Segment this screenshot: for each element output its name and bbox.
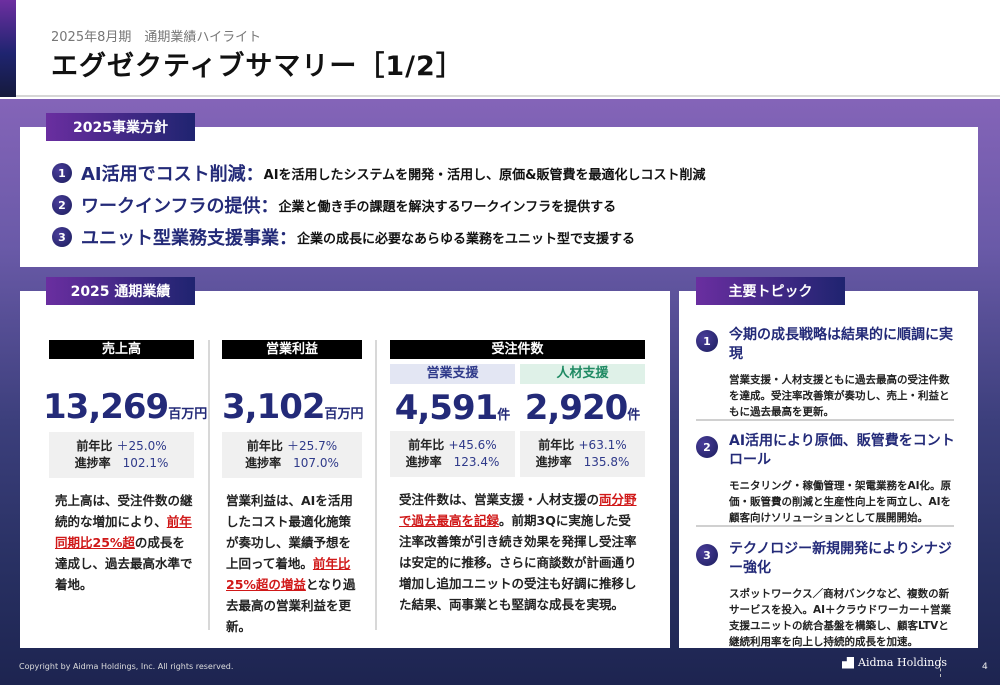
page-number: 4 [982,662,988,672]
highlight-text: 前年比25%超の増益 [226,556,351,592]
topic-desc: 営業支援・人材支援ともに過去最高の受注件数を達成。受注率改善策が奏功し、売上・利… [729,374,950,418]
topic-item: 2 AI活用により原価、販管費をコントロールモニタリング・稼働管理・架電業務をAI… [696,432,956,526]
profit-desc: 営業利益は、AIを活用したコスト最適化施策が奏功し、業績予想を上回って着地。前年… [222,490,362,637]
desc-text: の成長を達成し、過去最高水準で着地。 [55,535,193,592]
desc-text: 売上高は、受注件数の継続的な増加により、 [55,493,193,529]
unit: 百万円 [168,407,208,422]
topics-label: 主要トピック [696,277,845,305]
yoy-label: 前年比 [538,438,575,452]
yoy-label: 前年比 [76,439,113,453]
topic-desc: モニタリング・稼働管理・架電業務をAI化。原価・販管費の削減と生産性向上を両立し… [729,480,952,524]
desc-text: 受注件数は、営業支援・人材支援の [399,492,600,507]
topic-item: 3 テクノロジー新規開発によりシナジー強化スポットワークス／商材バンクなど、複数の… [696,540,956,650]
sales-title: 売上高 [49,340,194,359]
topic-heading: テクノロジー新規開発によりシナジー強化 [729,541,952,576]
accent-bar [0,0,16,97]
profit-value: 3,102百万円 [222,387,364,427]
policy-panel [20,127,978,267]
profit-column: 営業利益 3,102百万円 前年比 ＋25.7% 進捗率 107.0% 営業利益… [222,340,364,637]
number-1-icon: 1 [52,163,72,183]
progress-label: 進捗率 [74,456,111,470]
topics-panel [679,291,978,648]
policy-desc: AIを活用したシステムを開発・活用し、原価&販管費を最適化しコスト削減 [263,167,706,183]
sales-stats: 前年比 ＋25.0% 進捗率 102.1% [49,432,194,478]
number-2-icon: 2 [52,195,72,215]
topic-desc: スポットワークス／商材バンクなど、複数の新サービスを投入。AI＋クラウドワーカー… [729,588,952,648]
value: 4,591 [394,388,499,428]
yoy-label: 前年比 [408,438,445,452]
logo-text: Aidma Holdings [858,656,948,669]
profit-title: 営業利益 [222,340,362,359]
yoy-value: ＋25.7% [287,439,338,453]
number-2-icon: 2 [696,436,718,458]
policy-item: 3 ユニット型業務支援事業： 企業の成長に必要なあらゆる業務をユニット型で支援する [52,224,635,250]
topic-item: 1 今期の成長戦略は結果的に順調に実現営業支援・人材支援ともに過去最高の受注件数を… [696,326,956,420]
policy-item: 2 ワークインフラの提供： 企業と働き手の課題を解決するワークインフラを提供する [52,192,616,218]
desc-text: となり過去最高の営業利益を更新。 [226,577,356,634]
policy-label: 2025事業方針 [46,113,195,141]
logo-mark-icon [842,656,854,669]
value: 3,102 [222,387,326,427]
number-3-icon: 3 [696,544,718,566]
divider [208,340,210,630]
desc-text: 営業利益は、AIを活用したコスト最適化施策が奏功し、業績予想を上回って着地。 [226,493,353,571]
sales-column: 売上高 13,269百万円 前年比 ＋25.0% 進捗率 102.1% 売上高は… [43,340,207,595]
yoy-value: +45.6% [448,438,497,452]
progress-value: 107.0% [293,456,339,470]
copyright: Copyright by Aidma Holdings, Inc. All ri… [19,662,234,671]
number-3-icon: 3 [52,227,72,247]
progress-value: 102.1% [122,456,169,470]
sales-value: 13,269百万円 [43,387,207,427]
progress-value: 123.4% [453,455,500,469]
orders-title: 受注件数 [390,340,645,359]
value: 2,920 [524,388,629,428]
highlight-text: 両分野で過去最高を記録 [399,492,637,528]
divider [940,657,941,677]
sales-support-value: 4,591件 [390,388,515,428]
yoy-value: ＋25.0% [116,439,167,453]
unit: 百万円 [324,407,364,422]
sales-desc: 売上高は、受注件数の継続的な増加により、前年同期比25%超の成長を達成し、過去最… [49,490,194,595]
topic-heading: AI活用により原価、販管費をコントロール [729,433,955,468]
number-1-icon: 1 [696,330,718,352]
hr-support-title: 人材支援 [520,364,645,384]
progress-value: 135.8% [583,455,630,469]
divider [696,419,954,421]
highlight-text: 前年同期比25%超 [55,514,192,550]
profit-stats: 前年比 ＋25.7% 進捗率 107.0% [222,432,362,478]
orders-column: 受注件数 営業支援 4,591件 前年比 +45.6% 進捗率 123.4% 人… [390,340,645,615]
divider [375,340,377,630]
progress-label: 進捗率 [245,456,282,470]
policy-desc: 企業と働き手の課題を解決するワークインフラを提供する [278,199,617,215]
policy-heading: ワークインフラの提供： [81,196,279,217]
policy-heading: ユニット型業務支援事業： [81,228,297,249]
sales-support-title: 営業支援 [390,364,515,384]
unit: 件 [497,408,511,423]
value: 13,269 [43,387,169,427]
hr-support-value: 2,920件 [520,388,645,428]
orders-desc: 受注件数は、営業支援・人材支援の両分野で過去最高を記録。前期3Qに実施した受注率… [390,489,645,615]
yoy-value: +63.1% [578,438,627,452]
unit: 件 [627,408,641,423]
results-label: 2025 通期業績 [46,277,195,305]
sales-support-stats: 前年比 +45.6% 進捗率 123.4% [390,431,515,477]
progress-label: 進捗率 [535,455,572,469]
divider [696,525,954,527]
page-title: エグゼクティブサマリー［1/2］ [51,51,464,82]
policy-heading: AI活用でコスト削減： [81,164,264,185]
company-logo: Aidma Holdings [842,656,947,669]
yoy-label: 前年比 [246,439,283,453]
page-subtitle: 2025年8月期 通期業績ハイライト [51,30,262,45]
header: 2025年8月期 通期業績ハイライト エグゼクティブサマリー［1/2］ [0,0,1000,97]
desc-text: 。前期3Qに実施した受注率改善策が引き続き効果を発揮し受注率は安定的に推移。さら… [399,513,637,612]
policy-desc: 企業の成長に必要なあらゆる業務をユニット型で支援する [297,231,636,247]
progress-label: 進捗率 [405,455,442,469]
topic-heading: 今期の成長戦略は結果的に順調に実現 [729,327,953,362]
hr-support-stats: 前年比 +63.1% 進捗率 135.8% [520,431,645,477]
policy-item: 1 AI活用でコスト削減： AIを活用したシステムを開発・活用し、原価&販管費を最適… [52,160,706,186]
